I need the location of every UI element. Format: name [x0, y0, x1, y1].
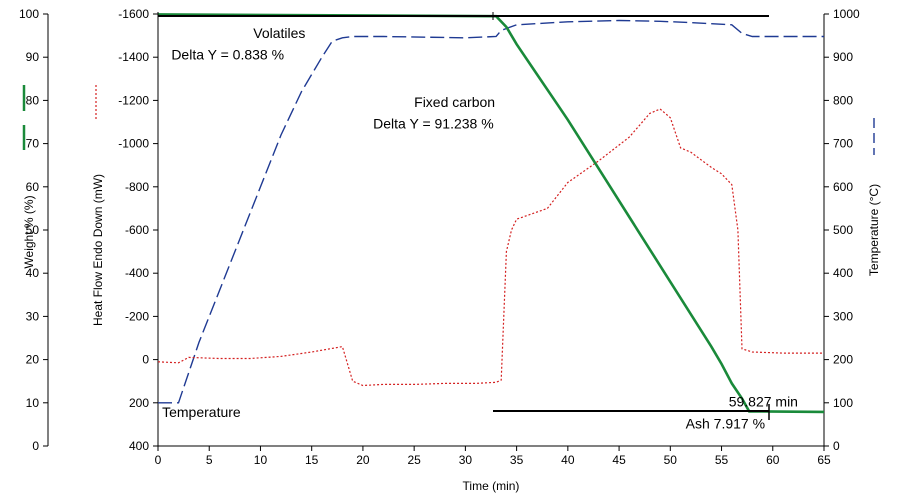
weight-tick-label: 90 — [26, 50, 40, 64]
weight-tick-label: 70 — [26, 137, 40, 151]
x-tick-label: 55 — [715, 453, 729, 467]
temperature-tick-label: 1000 — [833, 7, 860, 21]
x-tick-label: 35 — [510, 453, 524, 467]
temperature-tick-label: 300 — [833, 309, 853, 323]
x-tick-label: 10 — [254, 453, 268, 467]
temperature-axis-label: Temperature (°C) — [867, 184, 881, 276]
x-tick-label: 0 — [155, 453, 162, 467]
heatflow-tick-label: -800 — [125, 180, 149, 194]
x-tick-label: 40 — [561, 453, 575, 467]
x-tick-label: 30 — [459, 453, 473, 467]
x-tick-label: 5 — [206, 453, 213, 467]
annotation-label: 59.827 min — [729, 393, 798, 409]
annotation-label: Fixed carbon — [414, 94, 495, 110]
weight-tick-label: 100 — [19, 7, 39, 21]
heatflow-tick-label: -600 — [125, 223, 149, 237]
annotation-label: Ash 7.917 % — [686, 416, 765, 432]
temperature-tick-label: 600 — [833, 180, 853, 194]
x-tick-label: 15 — [305, 453, 319, 467]
annotation-label: Volatiles — [253, 25, 305, 41]
step-markers — [157, 12, 770, 420]
weight-tick-label: 80 — [26, 93, 40, 107]
weight-tick-label: 30 — [26, 309, 40, 323]
annotations-layer: Volatiles Delta Y = 0.838 % Fixed carbon De… — [162, 25, 798, 432]
annotation-label: Delta Y = 0.838 % — [171, 46, 284, 62]
ticks-layer: 0 5 10 15 20 25 30 35 40 45 50 55 60 6501020304050607… — [19, 7, 860, 467]
x-tick-label: 25 — [407, 453, 421, 467]
temperature-tick-label: 0 — [833, 439, 840, 453]
annotation-label: Delta Y = 91.238 % — [373, 115, 494, 131]
heatflow-tick-label: -1600 — [118, 7, 149, 21]
temperature-tick-label: 500 — [833, 223, 853, 237]
x-axis-label: Time (min) — [463, 479, 520, 493]
temperature-tick-label: 200 — [833, 353, 853, 367]
x-tick-label: 65 — [817, 453, 831, 467]
weight-tick-label: 40 — [26, 266, 40, 280]
heatflow-tick-label: -400 — [125, 266, 149, 280]
weight-axis-label: Weight % (%) — [22, 195, 36, 268]
weight-tick-label: 20 — [26, 353, 40, 367]
temperature-tick-label: 900 — [833, 50, 853, 64]
temperature-series-line — [158, 19, 824, 404]
heatflow-tick-label: -1000 — [118, 137, 149, 151]
heatflow-axis-label: Heat Flow Endo Down (mW) — [91, 174, 105, 326]
heatflow-tick-label: 400 — [129, 439, 149, 453]
temperature-tick-label: 400 — [833, 266, 853, 280]
weight-tick-label: 50 — [26, 223, 40, 237]
x-tick-label: 45 — [612, 453, 626, 467]
heatflow-tick-label: 200 — [129, 396, 149, 410]
weight-tick-label: 10 — [26, 396, 40, 410]
x-tick-label: 50 — [664, 453, 678, 467]
annotation-label: Temperature — [162, 404, 241, 420]
weight-tick-label: 60 — [26, 180, 40, 194]
temperature-tick-label: 800 — [833, 93, 853, 107]
x-tick-label: 20 — [356, 453, 370, 467]
temperature-tick-label: 700 — [833, 137, 853, 151]
heatflow-tick-label: -1400 — [118, 50, 149, 64]
heatflow-tick-label: -1200 — [118, 93, 149, 107]
heatflow-tick-label: 0 — [142, 353, 149, 367]
heatflow-tick-label: -200 — [125, 309, 149, 323]
x-tick-label: 60 — [766, 453, 780, 467]
weight-series-line — [157, 13, 825, 414]
weight-tick-label: 0 — [32, 439, 39, 453]
heatflow-series-line — [157, 108, 824, 387]
temperature-tick-label: 100 — [833, 396, 853, 410]
